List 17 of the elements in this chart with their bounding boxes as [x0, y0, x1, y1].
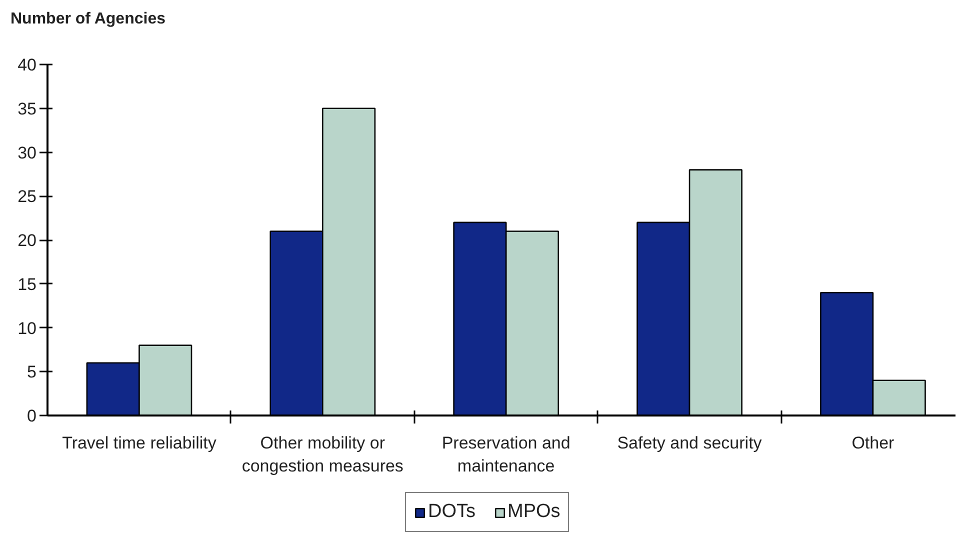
y-tick-label: 35: [18, 99, 37, 118]
y-tick-label: 20: [18, 231, 37, 250]
legend-label: MPOs: [508, 501, 560, 523]
y-tick-label: 15: [18, 274, 37, 294]
y-tick-label: 0: [27, 406, 37, 426]
y-axis-title: Number of Agencies: [10, 10, 166, 28]
y-tick-label: 30: [18, 143, 37, 162]
y-tick-label: 5: [27, 362, 37, 382]
legend-label: DOTs: [428, 501, 476, 523]
y-tick-label: 10: [18, 318, 37, 338]
x-tick-label: Other mobility or congestion measures: [242, 434, 404, 476]
y-tick-label: 40: [18, 56, 37, 74]
y-tick-label: 25: [18, 187, 37, 206]
x-tick-label: Travel time reliability: [62, 434, 217, 452]
x-tick-label: Other: [852, 434, 895, 452]
x-tick-label: Safety and security: [617, 434, 762, 452]
x-tick-label: Preservation and maintenance: [442, 434, 570, 476]
